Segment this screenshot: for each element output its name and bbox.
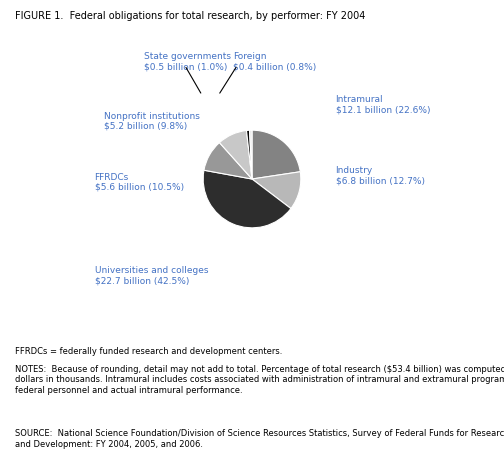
Wedge shape xyxy=(252,130,300,179)
Text: Nonprofit institutions
$5.2 billion (9.8%): Nonprofit institutions $5.2 billion (9.8… xyxy=(104,112,200,131)
Text: FIGURE 1.  Federal obligations for total research, by performer: FY 2004: FIGURE 1. Federal obligations for total … xyxy=(15,11,365,22)
Text: Universities and colleges
$22.7 billion (42.5%): Universities and colleges $22.7 billion … xyxy=(95,266,208,285)
Wedge shape xyxy=(219,130,252,179)
Wedge shape xyxy=(203,170,291,228)
Text: FFRDCs
$5.6 billion (10.5%): FFRDCs $5.6 billion (10.5%) xyxy=(95,173,183,192)
Wedge shape xyxy=(246,130,252,179)
Text: NOTES:  Because of rounding, detail may not add to total. Percentage of total re: NOTES: Because of rounding, detail may n… xyxy=(15,365,504,395)
Text: State governments
$0.5 billion (1.0%): State governments $0.5 billion (1.0%) xyxy=(144,52,231,72)
Text: Industry
$6.8 billion (12.7%): Industry $6.8 billion (12.7%) xyxy=(336,166,424,185)
Wedge shape xyxy=(252,172,301,208)
Text: SOURCE:  National Science Foundation/Division of Science Resources Statistics, S: SOURCE: National Science Foundation/Divi… xyxy=(15,429,504,448)
Text: Intramural
$12.1 billion (22.6%): Intramural $12.1 billion (22.6%) xyxy=(336,95,430,115)
Text: FFRDCs = federally funded research and development centers.: FFRDCs = federally funded research and d… xyxy=(15,347,283,356)
Wedge shape xyxy=(249,130,252,179)
Wedge shape xyxy=(204,143,252,179)
Text: Foreign
$0.4 billion (0.8%): Foreign $0.4 billion (0.8%) xyxy=(233,52,316,72)
